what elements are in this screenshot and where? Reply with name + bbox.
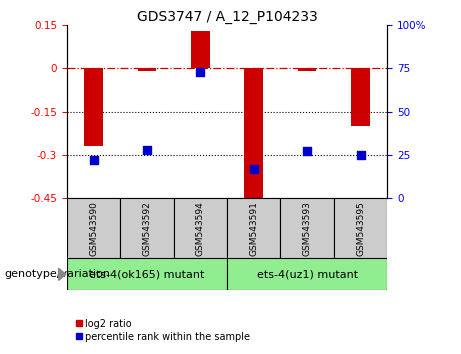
Text: GSM543594: GSM543594 (196, 201, 205, 256)
Bar (191, 30, 210, 68)
Bar (120, 198, 174, 258)
Point (197, 69, 204, 74)
Point (143, 147, 151, 153)
Bar (227, 258, 387, 290)
Text: GSM543595: GSM543595 (356, 201, 365, 256)
Text: genotype/variation: genotype/variation (5, 269, 111, 279)
Point (357, 152, 364, 158)
Legend: log2 ratio, percentile rank within the sample: log2 ratio, percentile rank within the s… (72, 315, 254, 346)
Bar (244, 68, 263, 198)
Text: ets-4(ok165) mutant: ets-4(ok165) mutant (89, 269, 205, 279)
Bar (137, 68, 156, 71)
Text: GSM543592: GSM543592 (142, 201, 152, 256)
Point (90, 157, 97, 163)
Text: ets-4(uz1) mutant: ets-4(uz1) mutant (257, 269, 358, 279)
Bar (67, 258, 227, 290)
Bar (298, 68, 317, 71)
Text: GSM543591: GSM543591 (249, 201, 258, 256)
Bar (227, 198, 280, 258)
Point (250, 166, 257, 172)
Text: GSM543590: GSM543590 (89, 201, 98, 256)
Bar (351, 68, 370, 126)
Bar (280, 198, 334, 258)
Title: GDS3747 / A_12_P104233: GDS3747 / A_12_P104233 (136, 10, 318, 24)
Point (303, 149, 311, 154)
Bar (84, 68, 103, 146)
Text: GSM543593: GSM543593 (302, 201, 312, 256)
Bar (334, 198, 387, 258)
Bar (67, 198, 120, 258)
Bar (174, 198, 227, 258)
